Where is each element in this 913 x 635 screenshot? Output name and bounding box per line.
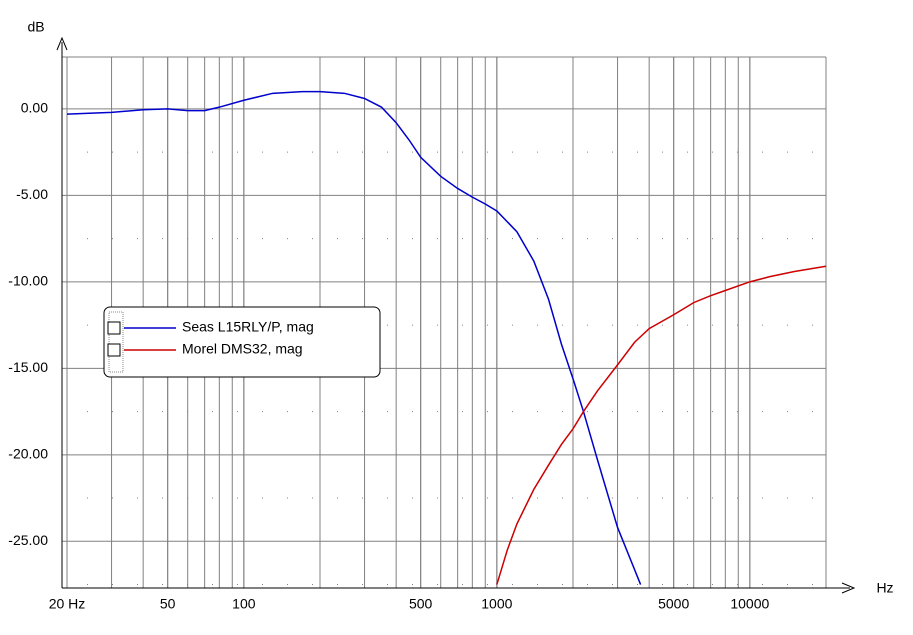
y-tick-label: -20.00 [8,446,48,462]
x-tick-label: 500 [409,596,433,612]
series-line [66,90,642,585]
legend-label: Seas L15RLY/P, mag [182,319,314,335]
y-tick-label: -10.00 [8,273,48,289]
x-tick-label: 1000 [481,596,512,612]
legend-handle [108,311,124,373]
x-axis-label: Hz [876,580,893,596]
legend-box [103,306,381,378]
x-tick-label: 5000 [658,596,689,612]
x-tick-label: 100 [232,596,256,612]
y-tick-label: -5.00 [16,186,48,202]
legend-checkbox [107,343,121,357]
y-tick-label: -15.00 [8,359,48,375]
y-tick-label: 0.00 [21,100,48,116]
legend-label: Morel DMS32, mag [182,341,303,357]
x-axis-arrow [841,582,856,594]
x-tick-label: 10000 [730,596,769,612]
legend-checkbox [107,321,121,335]
plot [66,90,827,585]
legend: Seas L15RLY/P, mag Morel DMS32, mag [103,306,381,378]
y-axis-label: dB [27,19,44,35]
x-tick-label: 50 [160,596,176,612]
series-line [496,265,827,585]
y-axis-arrow [56,36,68,51]
y-tick-label: -25.00 [8,532,48,548]
x-tick-label: 20 Hz [49,596,86,612]
